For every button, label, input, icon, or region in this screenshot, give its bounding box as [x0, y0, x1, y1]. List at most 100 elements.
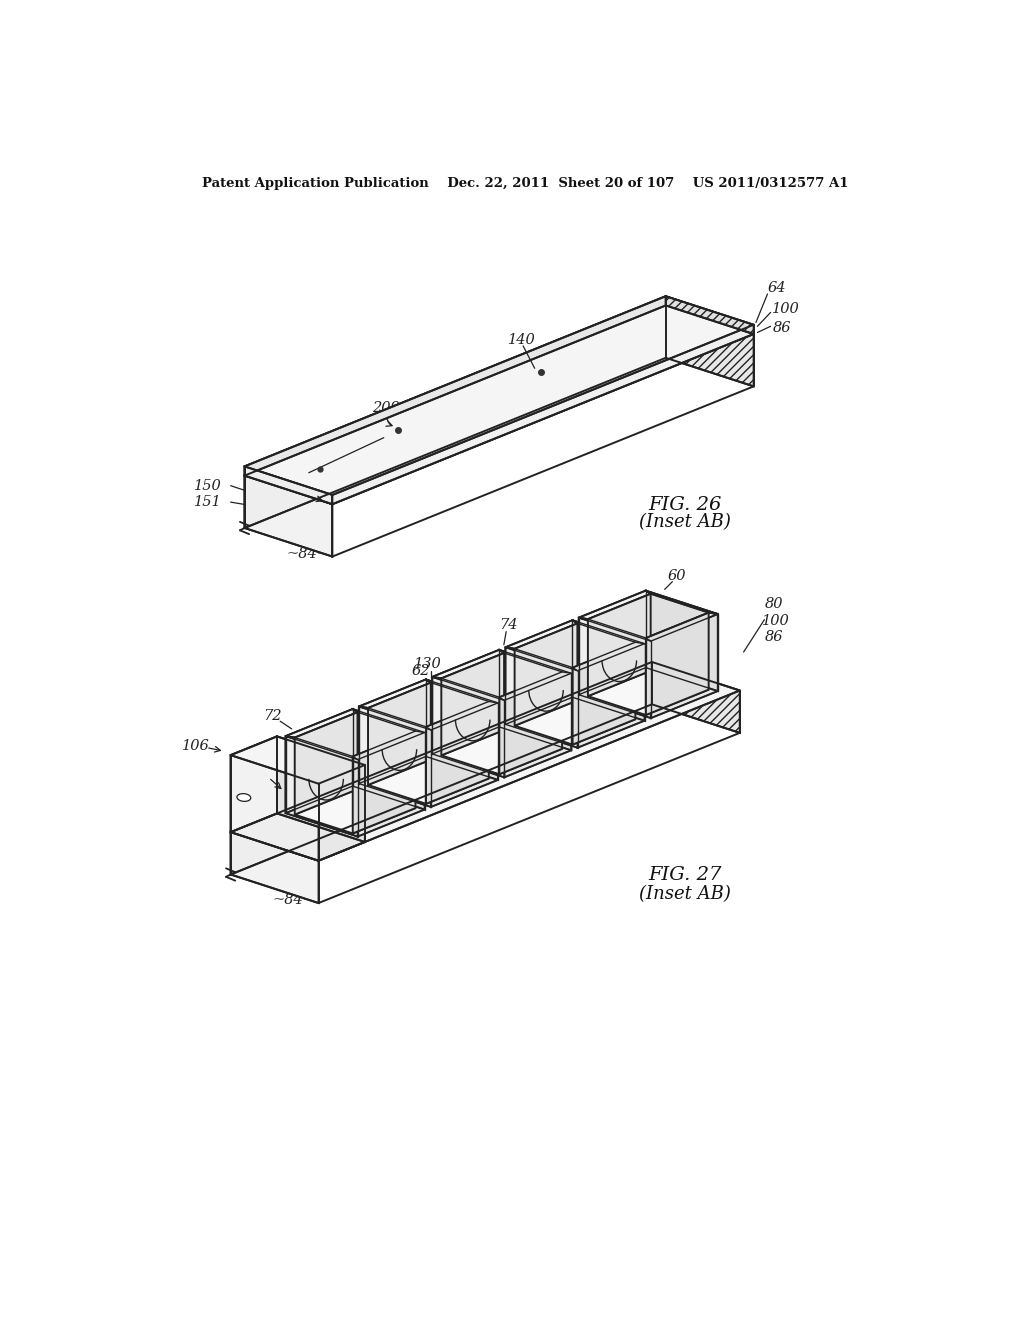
Polygon shape	[579, 618, 651, 718]
Text: 140: 140	[508, 333, 536, 347]
Polygon shape	[278, 737, 365, 842]
Text: 64: 64	[767, 281, 786, 294]
Polygon shape	[578, 644, 644, 747]
Text: 130: 130	[414, 657, 441, 672]
Polygon shape	[572, 620, 644, 644]
Polygon shape	[499, 649, 571, 673]
Polygon shape	[515, 701, 635, 744]
Text: ~84~: ~84~	[287, 546, 329, 561]
Polygon shape	[572, 643, 635, 744]
Polygon shape	[499, 649, 571, 750]
Polygon shape	[432, 649, 499, 754]
Polygon shape	[352, 709, 425, 733]
Polygon shape	[358, 680, 431, 708]
Text: 106: 106	[182, 739, 210, 752]
Polygon shape	[426, 680, 498, 702]
Polygon shape	[588, 594, 650, 696]
Polygon shape	[286, 737, 357, 759]
Text: 100: 100	[762, 614, 790, 628]
Polygon shape	[651, 614, 718, 718]
Polygon shape	[286, 737, 357, 837]
Polygon shape	[506, 647, 578, 747]
Text: 94: 94	[567, 672, 584, 685]
Text: 138: 138	[284, 469, 311, 482]
Polygon shape	[579, 618, 651, 642]
Polygon shape	[426, 701, 488, 804]
Polygon shape	[358, 680, 426, 784]
Polygon shape	[646, 590, 718, 614]
Polygon shape	[245, 305, 754, 504]
Polygon shape	[230, 755, 318, 861]
Polygon shape	[230, 737, 365, 784]
Polygon shape	[358, 706, 431, 807]
Text: 86: 86	[773, 321, 792, 335]
Polygon shape	[286, 709, 357, 738]
Polygon shape	[666, 296, 754, 334]
Text: (Inset AB): (Inset AB)	[639, 884, 731, 903]
Polygon shape	[318, 766, 365, 861]
Polygon shape	[506, 647, 578, 671]
Polygon shape	[500, 672, 571, 701]
Polygon shape	[572, 620, 644, 721]
Polygon shape	[500, 672, 562, 775]
Text: 60: 60	[668, 569, 686, 583]
Polygon shape	[572, 643, 644, 671]
Polygon shape	[358, 706, 431, 730]
Polygon shape	[245, 466, 333, 504]
Polygon shape	[506, 620, 578, 648]
Text: 209: 209	[372, 401, 400, 416]
Polygon shape	[432, 677, 504, 701]
Polygon shape	[504, 673, 571, 777]
Text: (Inset AB): (Inset AB)	[639, 513, 731, 531]
Polygon shape	[432, 677, 504, 777]
Polygon shape	[286, 709, 352, 813]
Polygon shape	[352, 709, 425, 809]
Polygon shape	[506, 620, 572, 725]
Polygon shape	[245, 305, 666, 528]
Polygon shape	[245, 475, 333, 557]
Polygon shape	[441, 730, 562, 775]
Polygon shape	[588, 671, 709, 715]
Polygon shape	[646, 612, 718, 642]
Polygon shape	[646, 612, 709, 715]
Polygon shape	[515, 623, 578, 726]
Polygon shape	[352, 731, 416, 833]
Polygon shape	[426, 680, 498, 780]
Polygon shape	[295, 789, 416, 833]
Polygon shape	[431, 702, 498, 807]
Text: Patent Application Publication    Dec. 22, 2011  Sheet 20 of 107    US 2011/0312: Patent Application Publication Dec. 22, …	[202, 177, 848, 190]
Text: 131: 131	[246, 766, 273, 779]
Polygon shape	[652, 661, 739, 733]
Polygon shape	[368, 759, 488, 804]
Text: 130: 130	[340, 721, 368, 734]
Text: 94: 94	[494, 702, 510, 715]
Polygon shape	[245, 296, 754, 495]
Polygon shape	[666, 305, 754, 387]
Polygon shape	[352, 731, 425, 759]
Polygon shape	[368, 682, 431, 785]
Polygon shape	[245, 305, 754, 504]
Polygon shape	[579, 590, 650, 619]
Text: 100: 100	[772, 302, 800, 317]
Text: 86: 86	[764, 630, 783, 644]
Ellipse shape	[237, 793, 251, 801]
Text: FIG. 26: FIG. 26	[648, 496, 722, 513]
Text: 62: 62	[412, 664, 430, 678]
Polygon shape	[230, 661, 652, 875]
Text: 151: 151	[194, 495, 221, 510]
Text: 80: 80	[765, 597, 783, 611]
Polygon shape	[441, 653, 504, 755]
Text: ~84~: ~84~	[272, 894, 315, 907]
Text: 150: 150	[194, 479, 221, 492]
Polygon shape	[230, 661, 739, 861]
Text: FIG. 27: FIG. 27	[648, 866, 722, 883]
Text: 106: 106	[282, 486, 309, 500]
Polygon shape	[230, 832, 318, 903]
Text: 72: 72	[263, 709, 282, 723]
Polygon shape	[230, 737, 278, 832]
Polygon shape	[426, 701, 498, 730]
Polygon shape	[295, 713, 357, 814]
Text: 74: 74	[500, 619, 518, 632]
Polygon shape	[646, 590, 718, 692]
Polygon shape	[245, 296, 666, 475]
